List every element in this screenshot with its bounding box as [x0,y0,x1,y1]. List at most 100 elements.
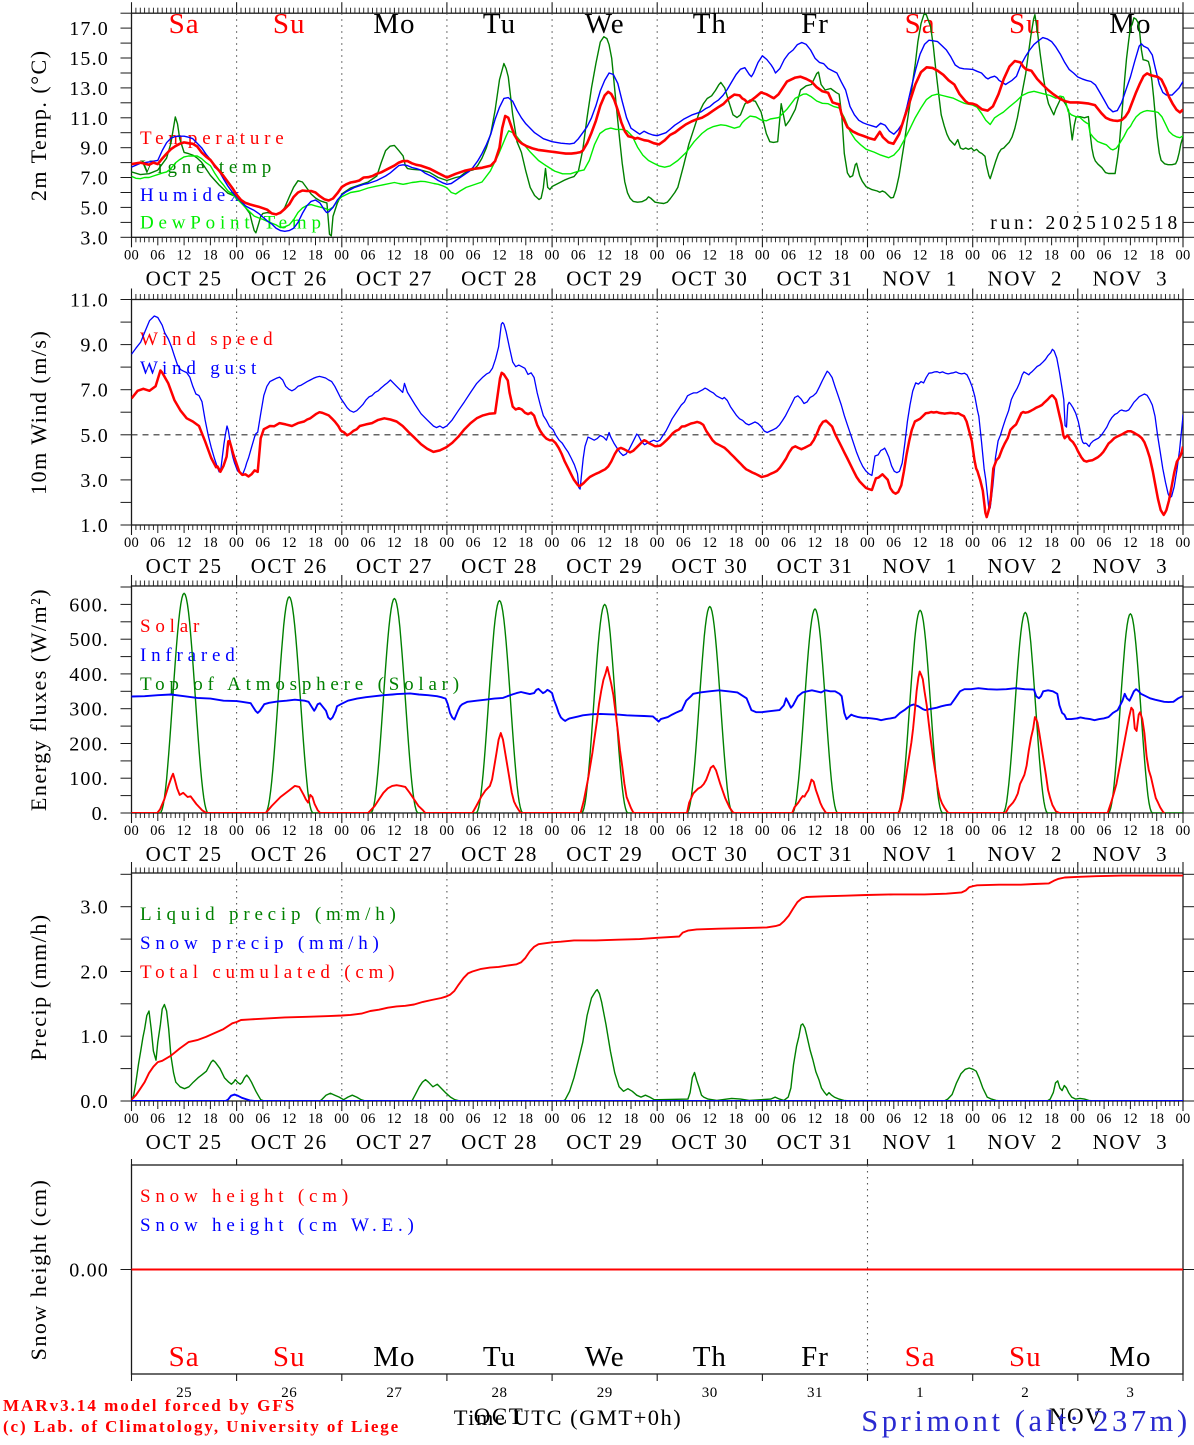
svg-text:OCT 26: OCT 26 [251,1130,328,1154]
svg-text:12: 12 [387,535,402,551]
svg-text:Snow height (cm): Snow height (cm) [26,1179,51,1361]
svg-text:12: 12 [492,823,507,839]
svg-text:12: 12 [282,1111,297,1127]
svg-text:13.0: 13.0 [69,78,109,100]
svg-text:06: 06 [781,247,796,263]
svg-text:NOV 1: NOV 1 [882,1130,958,1154]
svg-text:06: 06 [781,535,796,551]
svg-text:12: 12 [1123,247,1138,263]
svg-text:Su: Su [273,8,306,40]
svg-text:3.0: 3.0 [80,470,109,492]
svg-text:Top of Atmosphere (Solar): Top of Atmosphere (Solar) [140,674,464,695]
svg-text:12: 12 [177,823,192,839]
svg-text:9.0: 9.0 [80,138,109,160]
svg-text:12: 12 [492,247,507,263]
svg-text:00: 00 [439,1111,454,1127]
svg-text:00: 00 [1175,823,1190,839]
svg-text:2: 2 [1021,1385,1029,1401]
svg-text:Precip (mm/h): Precip (mm/h) [26,913,51,1060]
svg-text:15.0: 15.0 [69,48,109,70]
svg-text:29: 29 [597,1385,613,1401]
svg-text:00: 00 [650,535,665,551]
svg-text:Snow height (cm W.E.): Snow height (cm W.E.) [140,1215,419,1236]
svg-text:12: 12 [913,535,928,551]
svg-text:06: 06 [991,247,1006,263]
svg-text:NOV 3: NOV 3 [1093,266,1169,290]
svg-text:OCT 25: OCT 25 [146,842,223,866]
svg-text:12: 12 [1018,823,1033,839]
svg-text:OCT 28: OCT 28 [461,554,538,578]
svg-text:NOV 3: NOV 3 [1093,554,1169,578]
svg-text:00: 00 [545,823,560,839]
svg-text:OCT 30: OCT 30 [671,1130,748,1154]
svg-text:Mo: Mo [373,1341,415,1373]
svg-text:28: 28 [492,1385,508,1401]
svg-text:12: 12 [913,823,928,839]
svg-text:OCT: OCT [474,1404,525,1429]
svg-text:00: 00 [755,1111,770,1127]
svg-text:600.: 600. [69,594,109,616]
svg-text:OCT 28: OCT 28 [461,842,538,866]
svg-text:3: 3 [1126,1385,1134,1401]
svg-text:00: 00 [755,823,770,839]
svg-text:12: 12 [702,535,717,551]
svg-text:12: 12 [387,247,402,263]
svg-text:Total cumulated (cm): Total cumulated (cm) [140,962,399,983]
svg-text:00: 00 [1070,823,1085,839]
svg-text:00: 00 [334,1111,349,1127]
svg-text:18: 18 [623,247,638,263]
svg-text:12: 12 [282,247,297,263]
svg-text:12: 12 [1123,823,1138,839]
svg-text:OCT 26: OCT 26 [251,554,328,578]
svg-text:18: 18 [308,1111,323,1127]
svg-text:00: 00 [439,247,454,263]
svg-text:06: 06 [466,535,481,551]
svg-text:Mo: Mo [1109,1341,1151,1373]
svg-text:Tu: Tu [483,8,516,40]
svg-text:12: 12 [597,823,612,839]
svg-text:06: 06 [886,1111,901,1127]
svg-text:12: 12 [913,247,928,263]
svg-text:OCT 25: OCT 25 [146,554,223,578]
svg-text:00: 00 [860,1111,875,1127]
svg-text:06: 06 [255,823,270,839]
svg-text:12: 12 [913,1111,928,1127]
svg-text:NOV 1: NOV 1 [882,266,958,290]
svg-text:NOV 2: NOV 2 [988,842,1064,866]
svg-text:18: 18 [308,247,323,263]
svg-text:Mo: Mo [1109,8,1151,40]
svg-text:18: 18 [834,247,849,263]
svg-text:18: 18 [203,823,218,839]
svg-text:OCT 27: OCT 27 [356,554,433,578]
svg-text:06: 06 [676,1111,691,1127]
svg-text:18: 18 [834,1111,849,1127]
svg-text:06: 06 [150,1111,165,1127]
svg-text:00: 00 [755,247,770,263]
svg-text:00: 00 [439,823,454,839]
svg-text:5.0: 5.0 [80,425,109,447]
svg-text:18: 18 [1044,535,1059,551]
svg-text:500.: 500. [69,629,109,651]
svg-text:18: 18 [623,823,638,839]
svg-text:06: 06 [1097,535,1112,551]
svg-text:12: 12 [1018,1111,1033,1127]
svg-text:18: 18 [939,247,954,263]
svg-text:06: 06 [361,535,376,551]
svg-text:00: 00 [124,823,139,839]
svg-text:06: 06 [781,823,796,839]
svg-text:00: 00 [965,823,980,839]
svg-text:12: 12 [702,1111,717,1127]
svg-text:17.0: 17.0 [69,18,109,40]
svg-text:06: 06 [991,823,1006,839]
svg-text:Fr: Fr [801,1341,829,1373]
svg-text:00: 00 [860,535,875,551]
svg-text:OCT 25: OCT 25 [146,1130,223,1154]
svg-text:18: 18 [1149,247,1164,263]
svg-text:18: 18 [518,247,533,263]
svg-text:OCT 31: OCT 31 [777,266,854,290]
svg-text:0.0: 0.0 [80,1091,109,1113]
svg-text:00: 00 [650,823,665,839]
svg-text:12: 12 [177,247,192,263]
svg-text:NOV 1: NOV 1 [882,554,958,578]
svg-text:300.: 300. [69,699,109,721]
